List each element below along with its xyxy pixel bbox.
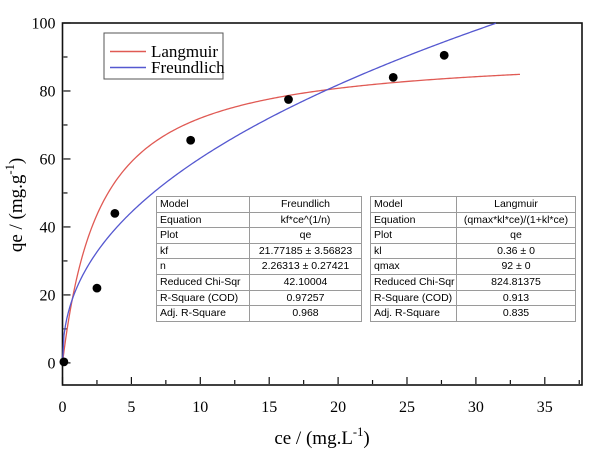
x-axis-tick-label: 35 bbox=[537, 399, 553, 416]
x-axis-tick-label: 10 bbox=[192, 399, 208, 416]
x-axis-tick-label: 20 bbox=[330, 399, 346, 416]
x-axis-title-text: ce / (mg.L bbox=[274, 428, 353, 449]
y-axis-tick-label: 60 bbox=[40, 151, 56, 168]
fit-parameter-value: 42.10004 bbox=[249, 273, 362, 291]
fit-table-row: n 2.26313 ± 0.27421 bbox=[156, 258, 362, 275]
legend-box bbox=[103, 32, 224, 80]
legend-label: Freundlich bbox=[151, 58, 225, 77]
fit-table-row: Equation kf*ce^(1/n) bbox=[156, 211, 362, 229]
data-point bbox=[186, 135, 196, 145]
fit-table-row: Model Freundlich bbox=[156, 196, 362, 213]
x-axis-title: ce / (mg.L-1) bbox=[274, 425, 369, 449]
fit-parameter-value: 0.913 bbox=[456, 289, 576, 307]
y-axis-title: qe / (mg.g-1) bbox=[3, 158, 27, 252]
fit-table-row: R-Square (COD) 0.97257 bbox=[156, 289, 362, 307]
fit-parameter-name: Adj. R-Square bbox=[156, 305, 250, 322]
langmuir-fit-curve bbox=[61, 73, 521, 363]
fit-parameter-name: Adj. R-Square bbox=[370, 305, 457, 322]
fit-table-row: kl 0.36 ± 0 bbox=[370, 242, 576, 260]
fit-table-row: Adj. R-Square 0.968 bbox=[156, 305, 362, 322]
fit-parameter-name: n bbox=[156, 258, 250, 275]
fit-curves-group bbox=[61, 22, 521, 363]
x-axis-tick-label: 5 bbox=[127, 399, 135, 416]
x-axis-title-close: ) bbox=[363, 428, 369, 449]
data-point bbox=[388, 72, 398, 82]
fit-parameter-value: (qmax*kl*ce)/(1+kl*ce) bbox=[456, 211, 576, 229]
fit-parameter-value: 0.36 ± 0 bbox=[456, 242, 576, 260]
fit-parameter-value: 21.77185 ± 3.56823 bbox=[249, 242, 362, 260]
freundlich-fit-curve bbox=[61, 22, 497, 363]
freundlich-fit-results-table: Model Freundlich Equation kf*ce^(1/n) Plot qe… bbox=[156, 196, 362, 322]
scatter-points-group bbox=[59, 50, 449, 367]
y-axis-title-close: ) bbox=[6, 158, 27, 164]
x-axis-tick-label: 25 bbox=[399, 399, 415, 416]
fit-parameter-value: 0.835 bbox=[456, 305, 576, 322]
fit-table-row: Reduced Chi-Sqr 824.81375 bbox=[370, 273, 576, 291]
y-axis-tick-label: 20 bbox=[40, 287, 56, 304]
fit-parameter-value: Freundlich bbox=[249, 196, 362, 213]
y-axis-title-text: qe / (mg.g bbox=[6, 174, 27, 252]
data-point bbox=[92, 283, 102, 293]
y-axis-tick-label: 40 bbox=[40, 219, 56, 236]
fit-parameter-name: R-Square (COD) bbox=[156, 289, 250, 307]
y-axis-title-superscript: -1 bbox=[3, 164, 17, 174]
fit-parameter-name: qmax bbox=[370, 258, 457, 275]
fit-table-row: Reduced Chi-Sqr 42.10004 bbox=[156, 273, 362, 291]
x-axis-tick-label: 15 bbox=[261, 399, 277, 416]
data-point bbox=[59, 357, 69, 367]
fit-table-row: R-Square (COD) 0.913 bbox=[370, 289, 576, 307]
fit-parameter-value: qe bbox=[456, 227, 576, 244]
fit-parameter-value: 92 ± 0 bbox=[456, 258, 576, 275]
data-point bbox=[439, 50, 449, 60]
fit-table-row: Plot qe bbox=[370, 227, 576, 244]
fit-parameter-name: Reduced Chi-Sqr bbox=[370, 273, 457, 291]
fit-parameter-name: Plot bbox=[370, 227, 457, 244]
x-axis-tick-label: 30 bbox=[468, 399, 484, 416]
fit-parameter-value: 2.26313 ± 0.27421 bbox=[249, 258, 362, 275]
fit-parameter-value: 824.81375 bbox=[456, 273, 576, 291]
y-axis-tick-label: 100 bbox=[32, 16, 56, 33]
fit-parameter-name: kl bbox=[370, 242, 457, 260]
legend-label: Langmuir bbox=[151, 42, 218, 61]
fit-parameter-value: 0.968 bbox=[249, 305, 362, 322]
data-point bbox=[110, 208, 120, 218]
plot-border bbox=[61, 22, 583, 386]
fit-parameter-name: Model bbox=[370, 196, 457, 213]
x-axis-tick-label: 0 bbox=[59, 399, 67, 416]
axes-group: 0 5 10 15 20 25 30 35 0 20 40 60 80 100 bbox=[32, 16, 583, 416]
fit-parameter-value: 0.97257 bbox=[249, 289, 362, 307]
fit-table-row: qmax 92 ± 0 bbox=[370, 258, 576, 275]
fit-table-row: Plot qe bbox=[156, 227, 362, 244]
fit-table-row: Model Langmuir bbox=[370, 196, 576, 213]
fit-parameter-value: Langmuir bbox=[456, 196, 576, 213]
fit-parameter-name: Model bbox=[156, 196, 250, 213]
fit-table-row: kf 21.77185 ± 3.56823 bbox=[156, 242, 362, 260]
fit-parameter-value: qe bbox=[249, 227, 362, 244]
y-axis-tick-label: 0 bbox=[48, 355, 56, 372]
x-axis-title-superscript: -1 bbox=[353, 425, 363, 439]
fit-parameter-name: Equation bbox=[370, 211, 457, 229]
fit-parameter-name: Plot bbox=[156, 227, 250, 244]
fit-parameter-value: kf*ce^(1/n) bbox=[249, 211, 362, 229]
fit-parameter-name: Reduced Chi-Sqr bbox=[156, 273, 250, 291]
fit-table-row: Adj. R-Square 0.835 bbox=[370, 305, 576, 322]
langmuir-fit-results-table: Model Langmuir Equation (qmax*kl*ce)/(1+kl*… bbox=[370, 196, 576, 322]
fit-parameter-name: kf bbox=[156, 242, 250, 260]
fit-parameter-name: Equation bbox=[156, 211, 250, 229]
y-axis-tick-label: 80 bbox=[40, 83, 56, 100]
data-point bbox=[284, 95, 293, 104]
fit-table-row: Equation (qmax*kl*ce)/(1+kl*ce) bbox=[370, 211, 576, 229]
fit-parameter-name: R-Square (COD) bbox=[370, 289, 457, 307]
